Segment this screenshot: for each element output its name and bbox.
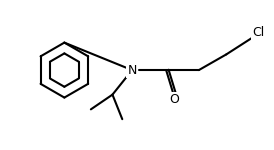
Text: O: O	[169, 93, 179, 106]
Text: N: N	[127, 64, 137, 77]
Text: Cl: Cl	[253, 26, 265, 39]
